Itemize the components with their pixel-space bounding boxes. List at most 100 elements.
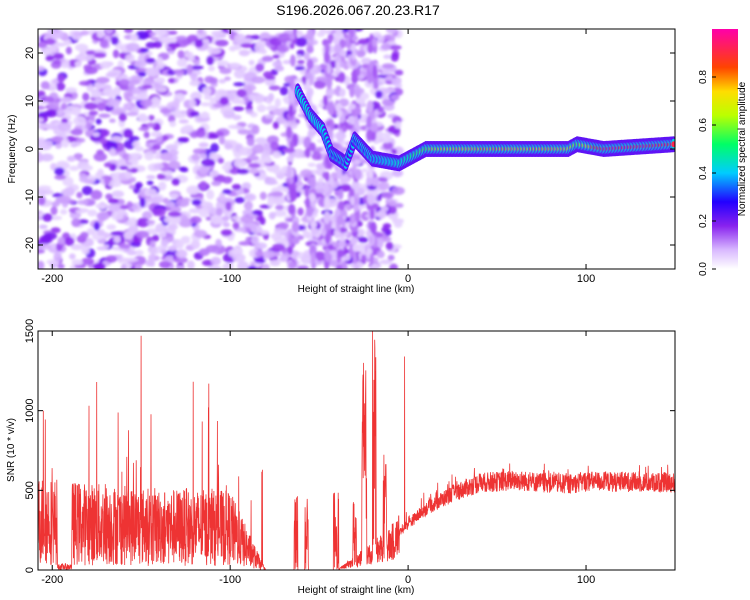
spectrogram-noise-cell: [380, 206, 389, 212]
spectrogram-noise-cell: [268, 85, 281, 91]
spectrogram-noise-cell: [146, 122, 156, 128]
spectrogram-noise-cell: [371, 177, 380, 187]
snr-x-ticks: -200 -100 0 100: [41, 331, 595, 586]
spectrogram-noise-cell: [306, 58, 314, 70]
spectrogram-noise-cell: [334, 180, 340, 187]
spectrogram-noise-cell: [307, 130, 315, 137]
spectrogram-noise-cell: [84, 102, 98, 110]
spectrogram-noise-cell: [269, 259, 281, 267]
spectrogram-noise-cell: [336, 131, 344, 143]
spectrogram-noise-cell: [228, 45, 237, 52]
spectrogram-noise-cell: [95, 118, 102, 125]
spectrogram-noise-cell: [42, 213, 53, 222]
spectrogram-noise-cell: [71, 218, 82, 228]
spectrogram-noise-cell: [50, 215, 63, 221]
spectrogram-noise-cell: [195, 128, 206, 138]
spectrogram-noise-cell: [85, 54, 93, 61]
spectrogram-noise-cell: [273, 209, 287, 217]
spectrogram-noise-cell: [369, 253, 374, 264]
spectrogram-noise-cell: [154, 77, 166, 84]
spectrogram-noise-cell: [328, 36, 333, 45]
spectrogram-noise-cell: [190, 239, 201, 250]
spectrogram-noise-cell: [382, 223, 392, 229]
spectrogram-noise-cell: [339, 88, 346, 98]
spectrogram-noise-cell: [370, 132, 377, 142]
spectrogram-noise-cell: [274, 65, 285, 72]
spectrogram-noise-cell: [300, 169, 313, 178]
spectrogram-noise-cell: [113, 236, 121, 244]
spectrogram-noise-cell: [382, 141, 394, 150]
spectrogram-noise-cell: [93, 81, 103, 89]
spectrogram-noise-cell: [123, 29, 134, 34]
colorbar-label: Normalized spectral amplitude: [737, 81, 748, 216]
spectrogram-noise-cell: [81, 185, 93, 196]
spectrogram-noise-cell: [273, 168, 281, 175]
spectrogram-noise-cell: [291, 221, 300, 233]
spectrogram-noise-cell: [197, 29, 204, 35]
spectrogram-noise-cell: [250, 235, 260, 245]
spectrogram-noise-cell: [38, 243, 52, 250]
spectrogram-noise-cell: [222, 189, 232, 195]
spectrogram-noise-cell: [65, 87, 78, 93]
spectrogram-noise-cell: [256, 104, 266, 113]
spectrogram-noise-cell: [297, 266, 308, 269]
spectrogram-noise-cell: [371, 203, 379, 210]
spectrogram-noise-cell: [369, 221, 377, 234]
spectrogram-noise-cell: [140, 98, 153, 107]
spectrogram-noise-cell: [38, 248, 45, 254]
spectrogram-noise-cell: [162, 197, 170, 204]
spectrogram-noise-cell: [368, 235, 374, 245]
spectrogram-noise-cell: [178, 119, 189, 124]
spectrogram-noise-cell: [154, 63, 165, 70]
spectrogram-noise-cell: [57, 263, 65, 269]
spectrogram-noise-cell: [378, 181, 390, 191]
spectrogram-noise-cell: [193, 229, 208, 238]
spectrogram-noise-cell: [69, 165, 80, 171]
spectrogram-noise-cell: [243, 201, 253, 211]
spectrogram-noise-cell: [140, 48, 150, 53]
spectrogram-noise-cell: [86, 228, 96, 236]
spectrogram-noise-cell: [179, 167, 189, 173]
spectrogram-noise-cell: [215, 131, 224, 137]
spectrogram-noise-cell: [214, 39, 229, 47]
spectrogram-noise-cell: [98, 113, 111, 119]
spectrogram-noise-cell: [390, 94, 400, 101]
spectrogram-noise-cell: [376, 130, 384, 139]
spectrogram-noise-cell: [117, 158, 126, 166]
spectrogram-noise-cell: [360, 168, 368, 173]
spectrogram-y-label: Frequency (Hz): [7, 115, 18, 184]
snr-x-tick-label: 100: [577, 574, 595, 586]
spectrogram-noise-cell: [109, 99, 121, 106]
spectrogram-noise-cell: [38, 65, 46, 72]
spectrogram-noise-cell: [210, 215, 223, 225]
spectrogram-noise-cell: [322, 95, 328, 107]
spectrogram-noise-cell: [135, 230, 150, 239]
spectrogram-noise-cell: [202, 86, 212, 97]
spectrogram-noise-cell: [254, 242, 268, 250]
spectrogram-noise-cell: [93, 52, 107, 58]
spectrogram-noise-cell: [68, 253, 76, 260]
spectrogram-noise-cell: [198, 142, 209, 148]
spectrogram-noise-cell: [73, 115, 87, 126]
spectrogram-noise-cell: [38, 224, 48, 230]
spectrogram-noise-cell: [348, 103, 356, 110]
spectrogram-noise-cell: [70, 142, 78, 148]
spectrogram-noise-cell: [336, 249, 345, 258]
spectrogram-noise-cell: [155, 223, 167, 233]
spectrogram-noise-cell: [338, 188, 344, 200]
spectrogram-noise-cell: [50, 227, 61, 234]
spectrogram-noise-cell: [385, 74, 393, 82]
spectrogram-noise-cell: [366, 115, 372, 129]
spectrogram-noise-cell: [393, 220, 403, 229]
spectrogram-noise-cell: [168, 78, 175, 84]
spectrogram-noise-cell: [209, 151, 218, 161]
spectrogram-noise-cell: [123, 128, 134, 139]
spectrogram-noise-cell: [382, 132, 393, 137]
spectrogram-noise-cell: [289, 42, 295, 50]
spectrogram-noise-cell: [62, 176, 74, 187]
spectrogram-noise-cell: [127, 217, 139, 227]
spectrogram-noise-cell: [166, 249, 179, 257]
spectrogram-noise-cell: [199, 112, 210, 119]
spectrogram-noise-cell: [248, 162, 261, 169]
